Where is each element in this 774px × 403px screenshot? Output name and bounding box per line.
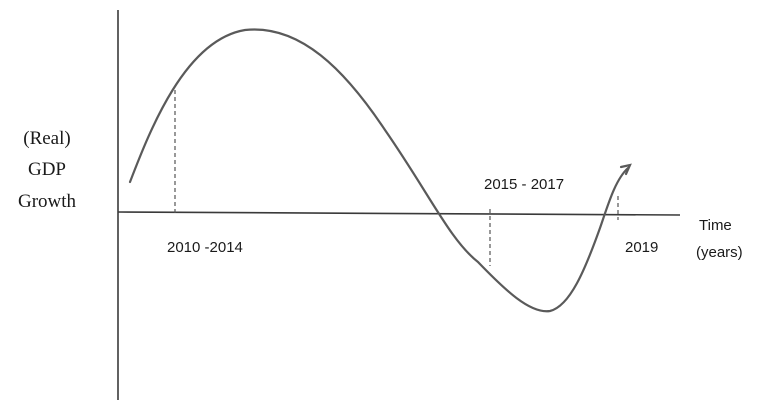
recovery-period-label: 2019 bbox=[625, 239, 658, 256]
x-axis-label-line-1: Time bbox=[699, 217, 732, 234]
y-axis-label-line-3: Growth bbox=[18, 191, 77, 212]
gdp-growth-curve bbox=[128, 28, 630, 313]
boom-period-label: 2010 -2014 bbox=[167, 239, 243, 256]
y-axis-label-line-2: GDP bbox=[28, 159, 66, 180]
y-axis-label-line-1: (Real) bbox=[23, 128, 70, 149]
x-axis bbox=[117, 211, 681, 216]
recession-period-label: 2015 - 2017 bbox=[484, 176, 564, 193]
curve-arrowhead bbox=[619, 163, 632, 176]
x-axis-label-line-2: (years) bbox=[696, 244, 743, 261]
